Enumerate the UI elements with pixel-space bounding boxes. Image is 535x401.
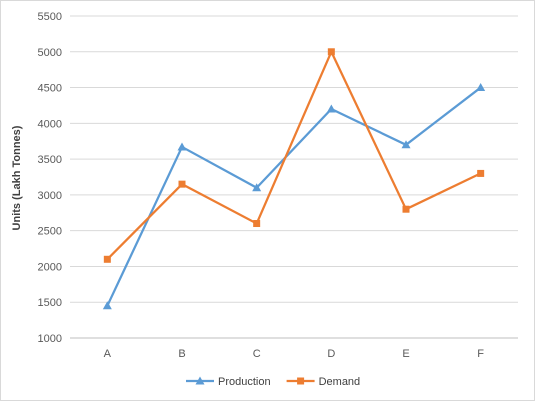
- x-tick-label: B: [178, 348, 185, 360]
- production-point: [252, 183, 262, 192]
- demand-line: [106, 50, 482, 261]
- y-tick-label: 4500: [38, 83, 62, 95]
- legend-demand-marker: [297, 377, 305, 385]
- x-tick-label: D: [327, 348, 335, 360]
- demand-point: [402, 205, 410, 213]
- series-group: [102, 48, 486, 310]
- x-tick-label: E: [402, 348, 409, 360]
- production-point: [102, 301, 112, 310]
- demand-point: [477, 169, 485, 177]
- gridlines: [70, 15, 518, 339]
- y-tick-label: 1500: [38, 297, 62, 309]
- y-tick-label: 5000: [38, 47, 62, 59]
- legend-production-marker: [195, 376, 205, 385]
- legend-production-label: Production: [218, 376, 271, 388]
- y-tick-label: 1000: [38, 333, 62, 345]
- x-tick-label: F: [477, 348, 484, 360]
- y-tick-labels: 1000 1500 2000 2500 3000 3500 4000 4500 5000 5500: [38, 11, 62, 345]
- x-tick-label: A: [104, 348, 112, 360]
- production-point: [476, 83, 486, 92]
- y-tick-label: 2500: [38, 226, 62, 238]
- y-tick-label: 5500: [38, 11, 62, 23]
- demand-point: [178, 180, 186, 188]
- legend: Production Demand: [186, 376, 360, 388]
- y-tick-label: 3000: [38, 190, 62, 202]
- production-point: [326, 104, 336, 113]
- demand-point: [253, 220, 261, 228]
- production-point: [177, 142, 187, 151]
- x-tick-label: C: [253, 348, 261, 360]
- production-line: [106, 86, 482, 307]
- y-tick-label: 2000: [38, 261, 62, 273]
- production-point: [401, 140, 411, 149]
- y-tick-label: 4000: [38, 118, 62, 130]
- demand-point: [103, 255, 111, 263]
- y-tick-label: 3500: [38, 154, 62, 166]
- y-axis-title: Units (Lakh Tonnes): [11, 125, 23, 230]
- demand-point: [327, 48, 335, 56]
- legend-demand-label: Demand: [319, 376, 361, 388]
- x-tick-labels: A B C D E F: [104, 348, 485, 360]
